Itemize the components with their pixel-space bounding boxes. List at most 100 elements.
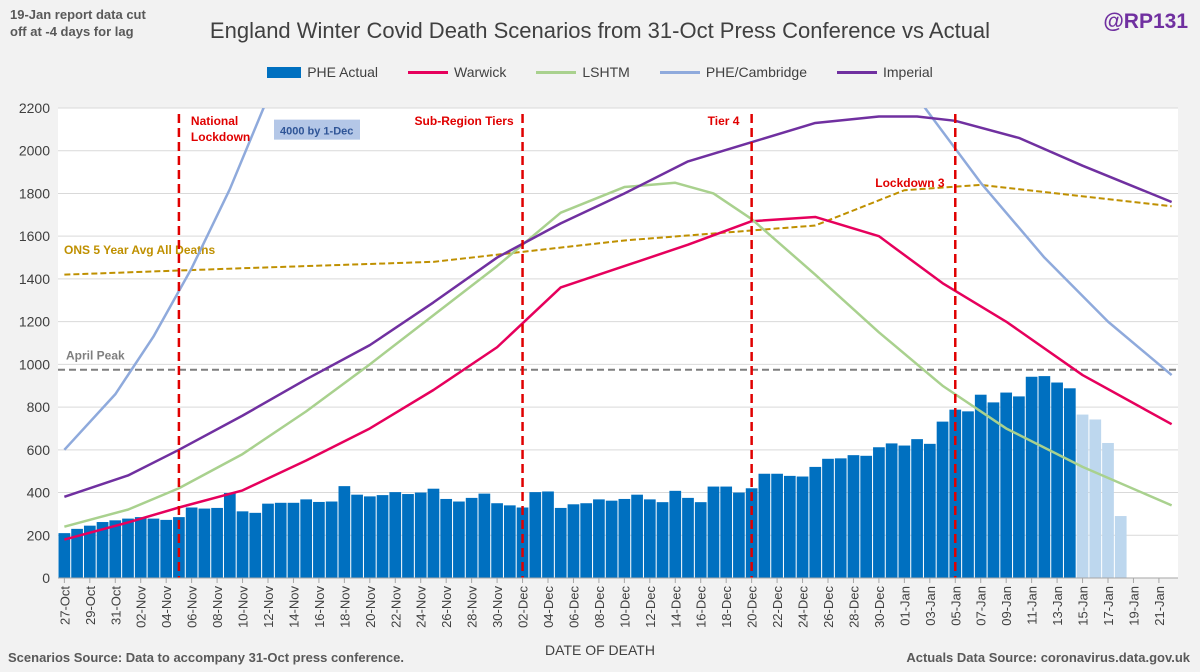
x-tick-label: 28-Nov	[465, 586, 480, 628]
bar-phe-actual	[478, 493, 491, 578]
bar-phe-actual	[618, 498, 631, 578]
y-tick-label: 1800	[19, 185, 50, 201]
x-tick-label: 20-Dec	[745, 586, 760, 628]
bar-phe-actual	[503, 505, 516, 578]
bar-phe-actual	[223, 492, 236, 578]
x-tick-label: 14-Dec	[668, 586, 683, 628]
bar-phe-actual	[351, 494, 363, 578]
bar-phe-actual	[643, 499, 656, 578]
bar-phe-actual	[796, 476, 809, 578]
data-cut-note: 19-Jan report data cut off at -4 days fo…	[10, 7, 146, 39]
bar-phe-actual	[313, 501, 325, 578]
x-tick-label: 18-Dec	[719, 586, 734, 628]
bar-phe-actual	[1051, 382, 1063, 578]
bar-phe-actual-incomplete	[1102, 442, 1114, 578]
bar-phe-actual	[325, 501, 338, 578]
x-tick-label: 29-Oct	[83, 586, 98, 625]
x-tick-label: 26-Dec	[821, 586, 836, 628]
legend: PHE Actual Warwick LSHTM PHE/Cambridge I…	[0, 64, 1200, 80]
bar-phe-actual	[96, 522, 109, 578]
bar-phe-actual	[860, 455, 873, 578]
x-tick-label: 12-Nov	[261, 586, 276, 628]
bar-phe-actual	[605, 500, 618, 578]
legend-item-phe-actual: PHE Actual	[267, 64, 378, 80]
legend-item-phe-cambridge: PHE/Cambridge	[659, 64, 807, 80]
x-tick-label: 21-Jan	[1152, 586, 1167, 626]
bar-phe-actual	[898, 445, 911, 578]
bar-phe-actual	[453, 501, 465, 578]
bar-phe-actual	[465, 497, 478, 578]
x-tick-label: 30-Nov	[490, 586, 505, 628]
y-tick-label: 400	[27, 485, 51, 501]
bar-phe-actual	[745, 488, 758, 578]
legend-swatch-imperial	[837, 70, 877, 74]
y-tick-label: 2200	[19, 100, 50, 116]
x-tick-label: 07-Jan	[974, 586, 989, 626]
x-tick-label: 08-Nov	[210, 586, 225, 628]
x-tick-label: 11-Jan	[1025, 586, 1040, 625]
x-tick-label: 05-Jan	[948, 586, 963, 626]
bar-phe-actual	[1038, 376, 1051, 578]
bar-phe-actual	[185, 507, 198, 578]
x-tick-label: 31-Oct	[108, 586, 123, 625]
series-line-phe-cambridge	[63, 108, 1173, 451]
bar-phe-actual	[707, 486, 720, 578]
x-tick-label: 06-Nov	[185, 586, 200, 628]
legend-swatch-phe-actual	[267, 66, 302, 78]
bar-phe-actual	[873, 447, 885, 578]
legend-label-lshtm: LSHTM	[582, 64, 630, 80]
bar-phe-actual	[427, 488, 440, 578]
y-tick-label: 600	[27, 442, 51, 458]
bar-phe-actual	[376, 495, 389, 578]
bar-phe-actual	[83, 525, 96, 578]
legend-item-lshtm: LSHTM	[536, 64, 630, 80]
x-tick-label: 28-Dec	[846, 586, 861, 628]
x-tick-label: 02-Nov	[134, 586, 149, 628]
bar-phe-actual	[529, 492, 542, 578]
bar-phe-actual	[593, 499, 605, 578]
x-tick-label: 14-Nov	[286, 586, 301, 628]
bar-phe-actual	[783, 475, 796, 578]
bar-phe-actual	[274, 502, 287, 578]
bar-phe-actual	[122, 518, 134, 578]
bar-phe-actual-incomplete	[1114, 516, 1127, 578]
bar-phe-actual	[694, 502, 707, 578]
x-tick-label: 15-Jan	[1076, 586, 1091, 626]
x-axis-title: DATE OF DEATH	[545, 642, 655, 658]
bar-phe-actual	[885, 443, 898, 578]
bar-phe-actual	[720, 486, 733, 578]
bar-phe-actual	[542, 491, 554, 578]
chart-title: England Winter Covid Death Scenarios fro…	[209, 18, 991, 43]
bar-phe-actual	[974, 394, 987, 578]
y-tick-label: 200	[27, 527, 51, 543]
x-tick-label: 02-Dec	[516, 586, 531, 628]
event-label: Lockdown 3	[875, 176, 945, 190]
bar-phe-actual	[809, 466, 822, 578]
bar-phe-actual	[758, 473, 771, 578]
bar-phe-actual	[440, 498, 453, 578]
bar-phe-actual	[338, 486, 351, 578]
x-tick-label: 13-Jan	[1050, 586, 1065, 626]
y-tick-label: 1200	[19, 314, 50, 330]
series-line-lshtm	[64, 181, 1173, 528]
bar-phe-actual	[134, 517, 147, 578]
bar-phe-actual	[567, 504, 580, 578]
bar-phe-actual	[656, 502, 669, 578]
series-line-warwick	[64, 215, 1173, 541]
x-tick-label: 12-Dec	[643, 586, 658, 628]
bar-phe-actual	[173, 517, 185, 578]
bar-phe-actual	[923, 443, 936, 578]
bar-phe-actual	[300, 499, 313, 578]
x-tick-label: 20-Nov	[363, 586, 378, 628]
bar-phe-actual	[109, 520, 122, 578]
legend-label-warwick: Warwick	[454, 64, 507, 80]
x-tick-label: 22-Nov	[388, 586, 403, 628]
x-tick-label: 04-Nov	[159, 586, 174, 628]
x-tick-label: 03-Jan	[923, 586, 938, 626]
actuals-source: Actuals Data Source: coronavirus.data.go…	[906, 650, 1190, 665]
bar-phe-actual	[402, 494, 414, 578]
bar-phe-actual	[147, 518, 160, 578]
bar-phe-actual-incomplete	[1089, 419, 1102, 578]
x-tick-label: 22-Dec	[770, 586, 785, 628]
bar-phe-actual	[1025, 376, 1038, 578]
